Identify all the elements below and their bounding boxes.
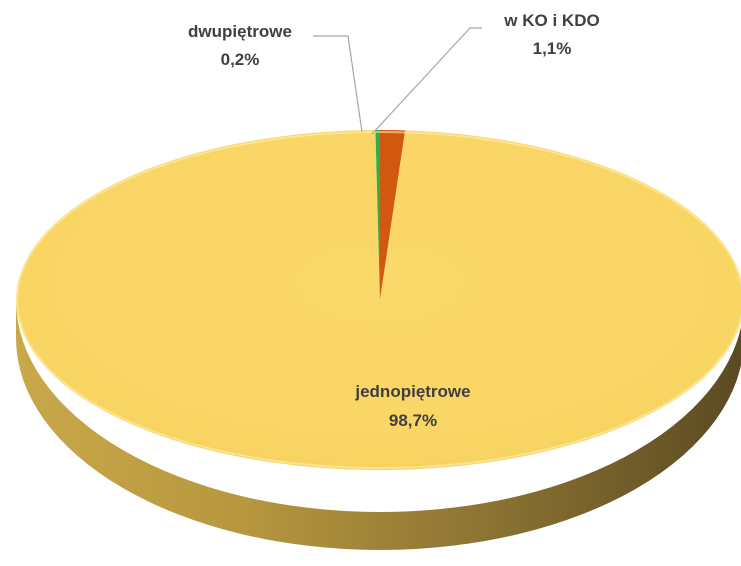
- pie-slice-dwupiętrowe: [375, 130, 380, 300]
- leader-line-dwupietrowe: [313, 35, 363, 133]
- slice-label-w-ko-i-kdo: w KO i KDO: [503, 11, 599, 30]
- slice-value-dwupietrowe: 0,2%: [221, 50, 260, 69]
- leader-line-w-ko-i-kdo: [371, 27, 482, 135]
- pie-side-wall: [16, 300, 741, 550]
- slice-value-w-ko-i-kdo: 1,1%: [533, 39, 572, 58]
- pie-rim-highlight: [16, 131, 741, 469]
- pie-slice-w-ko-i-kdo: [380, 130, 406, 300]
- slice-value-jednopietrowe: 98,7%: [389, 411, 437, 430]
- pie-slice-jednopiętrowe: [16, 130, 741, 470]
- slice-label-jednopietrowe: jednopiętrowe: [354, 382, 470, 401]
- pie-slices: [16, 130, 741, 470]
- slice-label-dwupietrowe: dwupiętrowe: [188, 22, 292, 41]
